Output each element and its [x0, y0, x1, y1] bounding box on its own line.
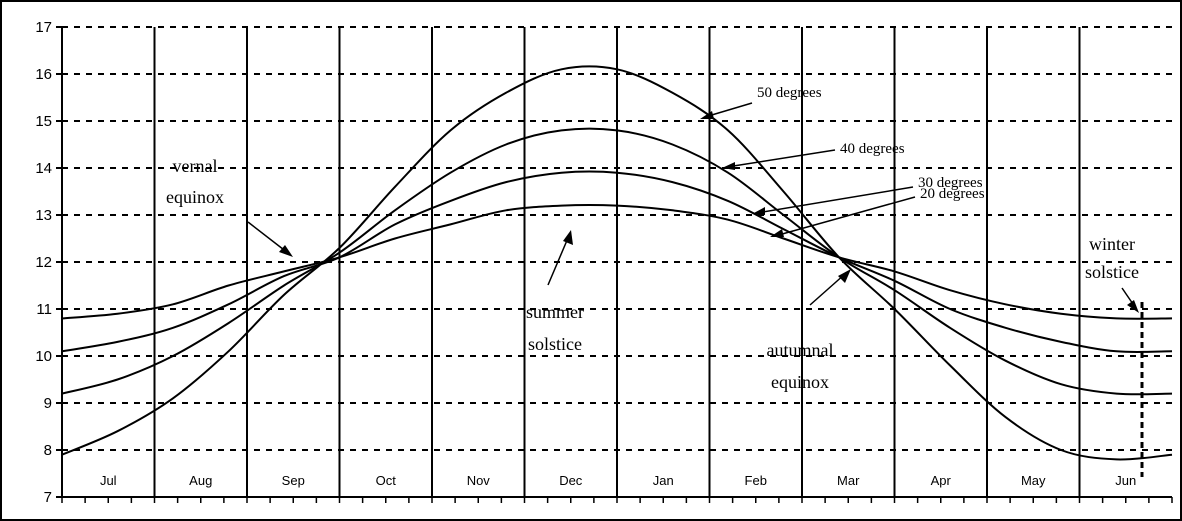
- arrowhead-30: [752, 207, 765, 215]
- month-label: Mar: [837, 473, 860, 488]
- autumnal-label-line1: autumnal: [767, 340, 834, 360]
- month-labels: Jul Aug Sep Oct Nov Dec Jan Feb Mar Apr May Jun: [100, 473, 1136, 488]
- y-tick-label: 17: [35, 19, 52, 36]
- label-40-degrees: 40 degrees: [840, 141, 905, 157]
- autumnal-label-line2: equinox: [771, 372, 829, 392]
- arrow-30: [756, 186, 914, 214]
- series-layer: [61, 65, 1173, 461]
- series-line-1: [61, 127, 1173, 396]
- y-tick-labels: 7 8 9 10 11 12 13 14 15 16 17: [35, 19, 52, 506]
- month-label: Jul: [100, 473, 117, 488]
- summer-label-line1: summer: [526, 302, 584, 322]
- month-label: Dec: [559, 473, 583, 488]
- y-tick-label: 14: [35, 160, 52, 177]
- arrow-40: [726, 149, 836, 168]
- series-line-3: [61, 204, 1173, 320]
- label-50-degrees: 50 degrees: [757, 85, 822, 101]
- y-tick-label: 15: [35, 113, 52, 130]
- summer-label-line2: solstice: [528, 334, 582, 354]
- month-label: Sep: [282, 473, 305, 488]
- y-tick-label: 12: [35, 254, 52, 271]
- summer-arrow: [547, 237, 569, 286]
- month-label: Oct: [376, 473, 397, 488]
- label-30-degrees: 30 degrees: [918, 175, 983, 191]
- month-label: Nov: [467, 473, 491, 488]
- winter-arrowhead: [1127, 300, 1139, 313]
- axis-layer: [61, 27, 1172, 498]
- arrowhead-20: [770, 229, 784, 237]
- y-tick-label: 9: [44, 395, 52, 412]
- series-line-2: [61, 170, 1173, 354]
- y-tick-label: 10: [35, 348, 52, 365]
- month-label: May: [1021, 473, 1046, 488]
- grid-layer: [56, 26, 1173, 503]
- y-tick-label: 11: [36, 301, 52, 318]
- y-tick-label: 8: [44, 442, 52, 459]
- vernal-arrow: [247, 221, 289, 254]
- annotation-layer: vernal equinox summer solstice autumnal …: [166, 85, 1144, 477]
- arrow-20: [774, 196, 916, 237]
- autumnal-arrow: [809, 273, 846, 306]
- vernal-arrowhead: [279, 245, 293, 257]
- series-line-0: [61, 65, 1173, 461]
- month-label: Jun: [1115, 473, 1136, 488]
- winter-label-line2: solstice: [1085, 262, 1139, 282]
- summer-arrowhead: [563, 230, 573, 245]
- label-20-degrees: 20 degrees: [920, 186, 985, 202]
- month-label: Apr: [931, 473, 952, 488]
- winter-label-line1: winter: [1089, 234, 1135, 254]
- y-tick-label: 13: [35, 207, 52, 224]
- vernal-label-line1: vernal: [173, 156, 218, 176]
- autumnal-arrowhead: [838, 269, 851, 283]
- month-label: Feb: [745, 473, 767, 488]
- y-tick-label: 7: [44, 489, 52, 506]
- arrowhead-40: [722, 162, 735, 170]
- vernal-label-line2: equinox: [166, 187, 224, 207]
- arrowhead-50: [700, 111, 714, 119]
- y-tick-label: 16: [35, 66, 52, 83]
- month-label: Aug: [189, 473, 212, 488]
- month-label: Jan: [653, 473, 674, 488]
